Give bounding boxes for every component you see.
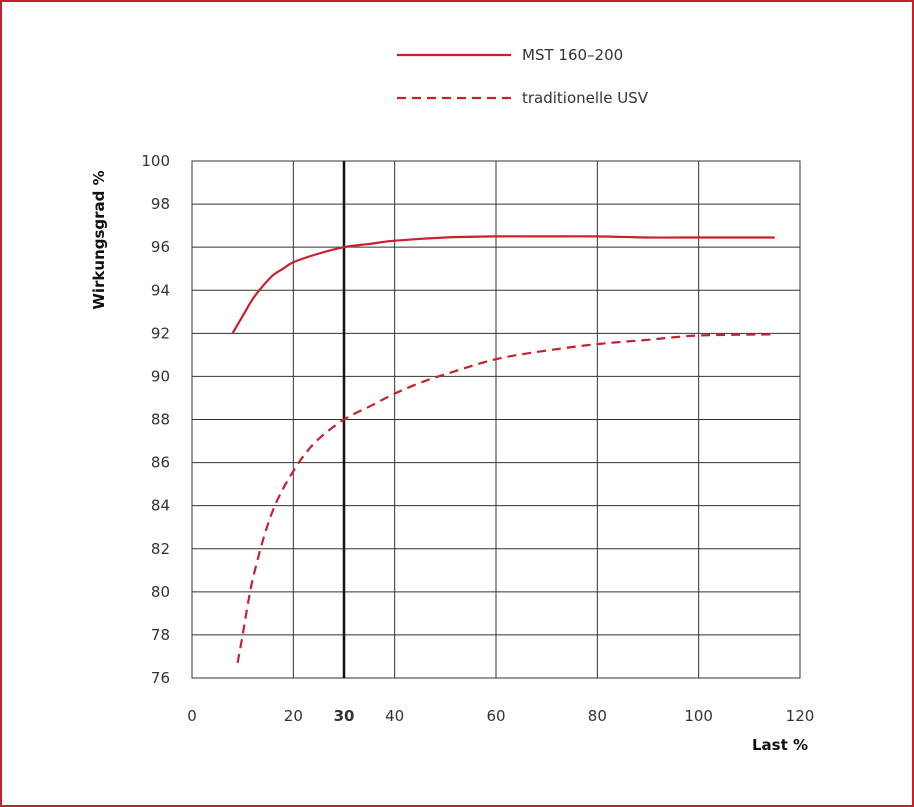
y-tick-label: 88	[151, 411, 170, 429]
x-tick-label: 20	[284, 707, 303, 725]
series-group	[231, 235, 775, 664]
legend-label-2: traditionelle USV	[522, 89, 649, 107]
x-tick-label: 120	[786, 707, 815, 725]
y-tick-label: 76	[151, 669, 170, 687]
y-tick-label: 100	[141, 152, 170, 170]
legend-label-1: MST 160–200	[522, 46, 623, 64]
y-axis-title: Wirkungsgrad %	[90, 170, 108, 309]
grid	[191, 160, 801, 679]
x-axis-title: Last %	[752, 736, 808, 754]
y-tick-label: 82	[151, 540, 170, 558]
x-tick-label: 100	[684, 707, 713, 725]
vertical-marker-label: 30	[334, 707, 355, 725]
y-tick-label: 80	[151, 583, 170, 601]
y-tick-label: 78	[151, 626, 170, 644]
y-tick-label: 98	[151, 195, 170, 213]
y-tick-label: 94	[151, 281, 170, 299]
y-tick-label: 90	[151, 367, 170, 385]
y-tick-label: 86	[151, 454, 170, 472]
y-tick-label: 92	[151, 324, 170, 342]
x-tick-label: 80	[588, 707, 607, 725]
series-line-1	[231, 235, 775, 334]
y-tick-label: 84	[151, 497, 170, 515]
y-tick-label: 96	[151, 238, 170, 256]
series-line-2	[236, 333, 775, 664]
legend: MST 160–200 traditionelle USV	[397, 46, 649, 107]
tick-labels: 76 78 80 82 84 86 88 90 92 94 96 98 100 0 20 40 60 80 100 1…	[141, 152, 814, 725]
x-tick-label: 40	[385, 707, 404, 725]
x-tick-label: 0	[187, 707, 197, 725]
x-tick-label: 60	[486, 707, 505, 725]
